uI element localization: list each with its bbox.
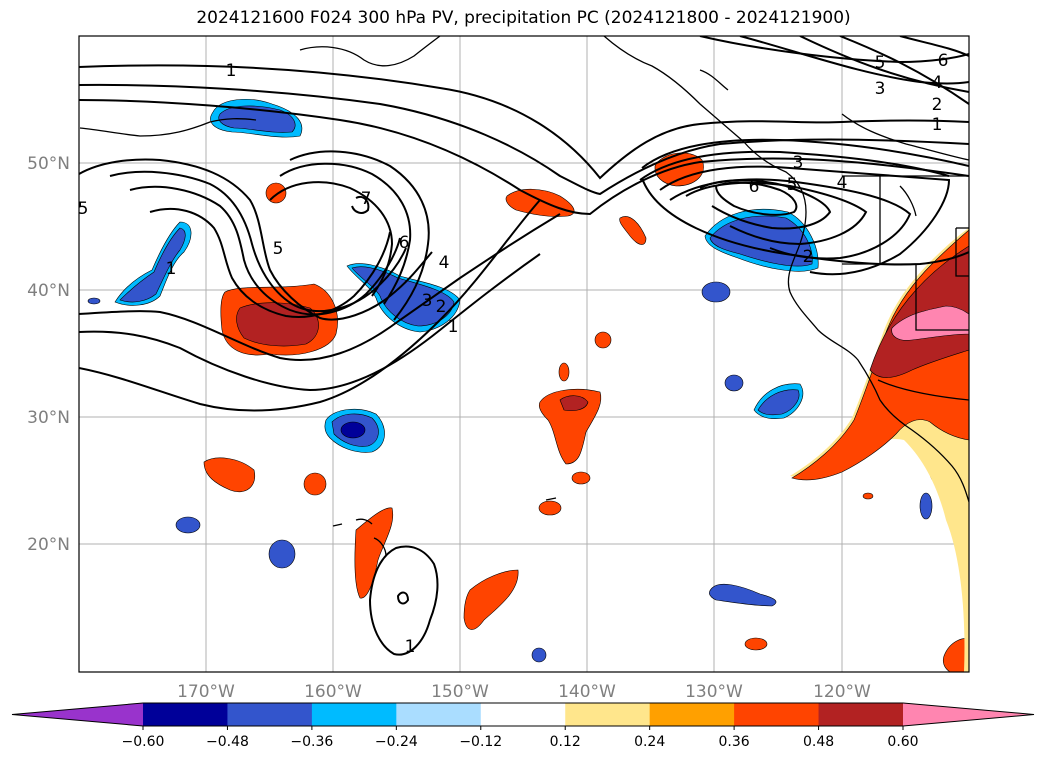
- precip-blob: [463, 569, 519, 630]
- precip-blob: [744, 637, 768, 651]
- precip-blob: [303, 472, 327, 496]
- contour-label: 5: [787, 175, 798, 195]
- precip-blob: [942, 638, 969, 672]
- precip-blob: [571, 471, 591, 485]
- precip-blob: [654, 152, 704, 187]
- precip-blob: [558, 362, 570, 382]
- colorbar-label: 0.36: [719, 734, 750, 750]
- contour-label: 3: [422, 291, 433, 311]
- precip-blob: [619, 216, 647, 245]
- contour-label: 5: [78, 199, 89, 219]
- contour-label: 3: [793, 153, 804, 173]
- contour-label: 6: [749, 177, 760, 197]
- contour-labels: 1 1 2 3 4 5 6 7 1 2 3 4 5 6 1 2 3 4 5 6 …: [78, 51, 949, 657]
- contour-label: 5: [273, 239, 284, 259]
- precip-blob: [87, 297, 101, 305]
- precip-blob: [236, 302, 319, 347]
- plot-frame: [78, 35, 970, 673]
- precip-blob: [354, 507, 394, 599]
- lat-label: 20°N: [27, 535, 70, 555]
- contour-label: 1: [932, 115, 943, 135]
- contour-label: 2: [436, 297, 447, 317]
- contour-label: 2: [932, 95, 943, 115]
- contour-label: 4: [439, 253, 450, 273]
- lat-label: 40°N: [27, 281, 70, 301]
- precip-blob: [505, 188, 575, 217]
- precip-blob: [724, 374, 744, 392]
- colorbar-extend-high: [903, 703, 1034, 726]
- colorbar-segment: [143, 703, 228, 726]
- colorbar-segment: [480, 703, 566, 726]
- colorbar-segment: [565, 703, 651, 726]
- precip-negative-areas: [87, 99, 943, 663]
- map-title: 2024121600 F024 300 hPa PV, precipitatio…: [196, 8, 851, 28]
- precip-blob: [531, 647, 547, 663]
- precip-blob: [175, 516, 201, 534]
- contour-label: 1: [405, 637, 416, 657]
- precip-blob: [538, 500, 562, 516]
- lon-label: 160°W: [304, 682, 362, 702]
- precip-blob: [891, 305, 969, 341]
- colorbar-label: −0.36: [290, 734, 333, 750]
- pv-contours: [79, 36, 969, 656]
- lon-label: 170°W: [177, 682, 235, 702]
- lon-label: 150°W: [431, 682, 489, 702]
- colorbar-label: −0.60: [122, 734, 165, 750]
- precip-blob: [538, 388, 602, 465]
- contour-label: 7: [361, 189, 372, 209]
- precip-blob: [268, 539, 296, 569]
- contour-label: 1: [226, 61, 237, 81]
- colorbar-label: 0.48: [803, 734, 834, 750]
- lon-label: 130°W: [685, 682, 743, 702]
- contour-label: 3: [875, 79, 886, 99]
- colorbar-segment: [734, 703, 820, 726]
- colorbar: −0.60 −0.48 −0.36 −0.24 −0.12 0.12 0.24 0.36 0.4…: [11, 702, 1035, 750]
- colorbar-segment: [311, 703, 397, 726]
- lat-label: 50°N: [27, 154, 70, 174]
- precip-blob: [340, 421, 366, 439]
- precip-blob: [119, 227, 186, 303]
- precip-blob: [594, 331, 612, 349]
- colorbar-segment: [818, 703, 904, 726]
- contour-label: 2: [803, 247, 814, 267]
- map-plot-area: 1 1 2 3 4 5 6 7 1 2 3 4 5 6 1 2 3 4 5 6 …: [78, 36, 969, 672]
- colorbar-label: −0.48: [206, 734, 249, 750]
- precip-blob: [559, 395, 589, 412]
- contour-label: 6: [399, 233, 410, 253]
- colorbar-label: −0.12: [459, 734, 502, 750]
- precip-positive-areas: [203, 152, 969, 672]
- precip-blob: [862, 492, 874, 500]
- colorbar-label: 0.60: [887, 734, 918, 750]
- colorbar-label: −0.24: [375, 734, 418, 750]
- colorbar-segment: [396, 703, 482, 726]
- lat-label: 30°N: [27, 408, 70, 428]
- contour-label: 4: [932, 73, 943, 93]
- contour-label: 5: [875, 53, 886, 73]
- precip-blob: [709, 583, 777, 607]
- lat-axis: 50°N 40°N 30°N 20°N: [27, 154, 70, 555]
- colorbar-label: 0.12: [550, 734, 581, 750]
- colorbar-label: 0.24: [634, 734, 665, 750]
- lon-label: 120°W: [813, 682, 871, 702]
- colorbar-extend-low: [12, 703, 143, 726]
- precip-blob: [919, 492, 933, 520]
- precip-blob: [701, 281, 731, 303]
- contour-label: 1: [166, 259, 177, 279]
- contour-label: 6: [938, 51, 949, 71]
- precip-blob: [757, 389, 800, 416]
- contour-label: 1: [448, 317, 459, 337]
- colorbar-segment: [649, 703, 735, 726]
- precip-blob: [203, 457, 256, 492]
- colorbar-segment: [227, 703, 313, 726]
- lon-axis: 170°W 160°W 150°W 140°W 130°W 120°W: [177, 682, 871, 702]
- precip-blob: [265, 182, 287, 204]
- lon-label: 140°W: [558, 682, 616, 702]
- contour-label: 4: [837, 173, 848, 193]
